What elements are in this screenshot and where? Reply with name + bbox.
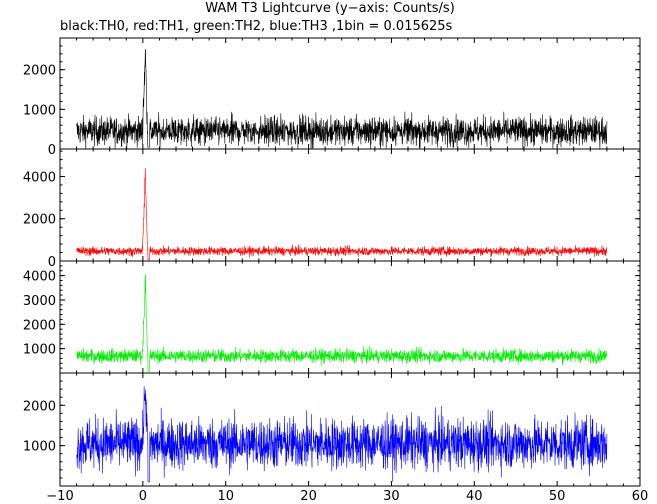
y-tick-label: 2000 bbox=[23, 399, 56, 414]
x-tick-label: 40 bbox=[466, 489, 483, 504]
x-tick-label: 60 bbox=[632, 489, 649, 504]
x-axis: −10 0 10 20 30 40 50 60 bbox=[46, 489, 648, 504]
y-tick-label: 3000 bbox=[23, 294, 56, 309]
panel-th1: 0 2000 4000 bbox=[23, 148, 641, 270]
series-line-th2 bbox=[76, 273, 608, 372]
panel-th2: 1000 2000 3000 4000 bbox=[23, 260, 641, 374]
x-tick-label: 0 bbox=[139, 489, 147, 504]
series-line-th1 bbox=[76, 168, 608, 261]
x-tick-label: 10 bbox=[217, 489, 234, 504]
x-tick-label: 50 bbox=[549, 489, 566, 504]
chart-title: WAM T3 Lightcurve (y−axis: Counts/s) bbox=[205, 1, 455, 16]
x-tick-label: 20 bbox=[300, 489, 317, 504]
y-tick-label: 2000 bbox=[23, 64, 56, 79]
y-tick-label: 0 bbox=[48, 143, 56, 158]
y-tick-label: 4000 bbox=[23, 170, 56, 185]
x-tick-label: 30 bbox=[383, 489, 400, 504]
panel-th3: 1000 2000 bbox=[23, 372, 641, 487]
series-line-th0 bbox=[76, 48, 608, 150]
y-tick-label: 0 bbox=[48, 255, 56, 270]
y-tick-label: 2000 bbox=[23, 213, 56, 228]
panel-th0: 0 1000 2000 bbox=[23, 37, 641, 158]
y-tick-label: 1000 bbox=[23, 103, 56, 118]
panels: 0 1000 2000 0 2000 4000 1000 2000 3000 4000 1000 20… bbox=[23, 37, 641, 487]
y-tick-label: 2000 bbox=[23, 318, 56, 333]
y-tick-label: 4000 bbox=[23, 270, 56, 285]
y-tick-label: 1000 bbox=[23, 440, 56, 455]
y-tick-label: 1000 bbox=[23, 343, 56, 358]
chart-subtitle: black:TH0, red:TH1, green:TH2, blue:TH3 … bbox=[60, 19, 453, 34]
x-tick-label: −10 bbox=[46, 489, 73, 504]
series-line-th3 bbox=[76, 386, 608, 483]
